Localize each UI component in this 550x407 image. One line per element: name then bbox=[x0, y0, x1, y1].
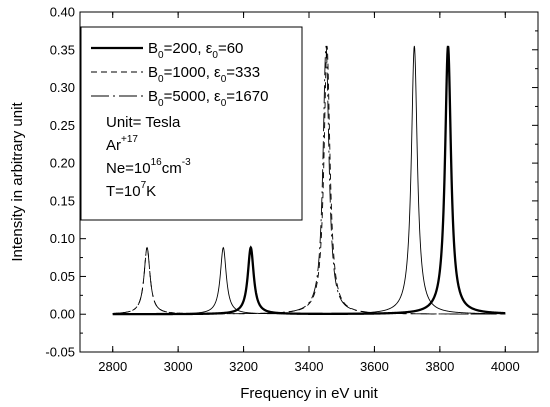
x-tick-label: 3000 bbox=[164, 359, 193, 374]
legend-box bbox=[80, 26, 303, 221]
y-tick-label: 0.25 bbox=[50, 118, 75, 133]
legend-label-2-rest2: =1670 bbox=[226, 88, 268, 105]
legend-label-1-main: B bbox=[148, 64, 158, 81]
legend-notes: Unit= Tesla Ar+17 Ne=1016cm-3 T=107K bbox=[106, 114, 191, 200]
legend-label-2-sub2: 0 bbox=[221, 98, 227, 109]
legend-label-0-main: B bbox=[148, 40, 158, 57]
y-tick-label: 0.10 bbox=[50, 231, 75, 246]
legend-label-0-sub: 0 bbox=[158, 50, 164, 61]
note-ne-unit: cm bbox=[162, 160, 182, 177]
note-t-unit: K bbox=[146, 183, 156, 200]
legend-label-2-sub: 0 bbox=[158, 98, 164, 109]
series-line-1 bbox=[112, 45, 506, 315]
legend-label-0-rest: =200, ε bbox=[164, 40, 213, 57]
x-tick-label: 3600 bbox=[360, 359, 389, 374]
legend-label-1-sub: 0 bbox=[158, 74, 164, 85]
note-ne-unit-sup: -3 bbox=[182, 157, 191, 168]
y-tick-label: 0.20 bbox=[50, 156, 75, 171]
y-tick-label: 0.15 bbox=[50, 193, 75, 208]
y-tick-label: -0.05 bbox=[45, 345, 75, 360]
y-tick-label: 0.35 bbox=[50, 42, 75, 57]
note-ne: Ne=1016cm-3 bbox=[106, 157, 191, 177]
note-unit: Unit= Tesla bbox=[106, 114, 181, 131]
legend-label-0-rest2: =60 bbox=[218, 40, 243, 57]
x-tick-label: 3400 bbox=[295, 359, 324, 374]
note-t-sup: 7 bbox=[141, 180, 147, 191]
y-tick-label: 0.05 bbox=[50, 269, 75, 284]
legend-label-0: B0=200, ε0=60 bbox=[148, 40, 243, 61]
note-temperature: T=107K bbox=[106, 180, 156, 200]
y-tick-label: 0.00 bbox=[50, 307, 75, 322]
x-axis-title: Frequency in eV unit bbox=[240, 385, 378, 402]
x-tick-label: 3200 bbox=[229, 359, 258, 374]
legend-label-1-rest: =1000, ε bbox=[164, 64, 221, 81]
note-ne-base: Ne=10 bbox=[106, 160, 151, 177]
x-tick-label: 3800 bbox=[425, 359, 454, 374]
series-line-3 bbox=[112, 45, 506, 315]
legend-label-1-sub2: 0 bbox=[221, 74, 227, 85]
y-tick-label: 0.30 bbox=[50, 80, 75, 95]
note-t-base: T=10 bbox=[106, 183, 141, 200]
legend-label-2: B0=5000, ε0=1670 bbox=[148, 88, 268, 109]
x-tick-label: 2800 bbox=[98, 359, 127, 374]
note-ion-base: Ar bbox=[106, 137, 121, 154]
y-tick-label: 0.40 bbox=[50, 5, 75, 20]
curves bbox=[112, 45, 506, 316]
legend-label-0-sub2: 0 bbox=[212, 50, 218, 61]
x-axis: 2800 3000 3200 3400 3600 3800 4000 bbox=[98, 12, 520, 374]
note-ion: Ar+17 bbox=[106, 134, 138, 154]
note-ion-sup: +17 bbox=[121, 134, 138, 145]
legend-label-1-rest2: =333 bbox=[226, 64, 260, 81]
legend-label-2-rest: =5000, ε bbox=[164, 88, 221, 105]
legend-label-2-main: B bbox=[148, 88, 158, 105]
series-line-2 bbox=[112, 45, 506, 315]
legend-label-1: B0=1000, ε0=333 bbox=[148, 64, 260, 85]
y-axis-title: Intensity in arbitrary unit bbox=[9, 102, 26, 262]
x-tick-label: 4000 bbox=[491, 359, 520, 374]
note-ne-sup: 16 bbox=[151, 157, 163, 168]
